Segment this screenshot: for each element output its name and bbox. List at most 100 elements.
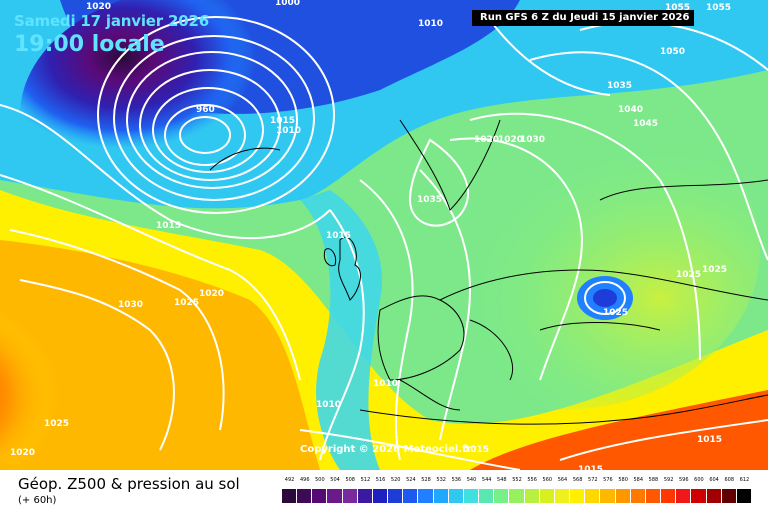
pressure-label: 1015 bbox=[270, 116, 295, 126]
scale-swatch bbox=[403, 489, 418, 503]
z500-cutoff-core bbox=[593, 289, 617, 307]
isobars bbox=[0, 16, 768, 470]
pressure-label: 1020 bbox=[86, 2, 111, 12]
scale-tick-label: 564 bbox=[557, 477, 568, 483]
scale-tick-label: 548 bbox=[497, 477, 507, 483]
scale-swatch bbox=[676, 489, 691, 503]
scale-swatch bbox=[585, 489, 600, 503]
scale-tick-label: 544 bbox=[481, 477, 492, 483]
scale-tick-label: 528 bbox=[421, 477, 431, 483]
scale-tick-label: 536 bbox=[451, 477, 462, 483]
scale-swatch bbox=[721, 489, 736, 503]
scale-tick-label: 572 bbox=[588, 477, 598, 483]
scale-tick-label: 588 bbox=[648, 477, 659, 483]
scale-tick-label: 492 bbox=[284, 477, 295, 483]
forecast-date: Samedi 17 janvier 2026 bbox=[14, 12, 209, 30]
pressure-label: 1030 bbox=[520, 135, 545, 145]
scale-swatch bbox=[357, 489, 372, 503]
scale-swatch bbox=[388, 489, 403, 503]
pressure-label: 1040 bbox=[618, 105, 643, 115]
scale-tick-label: 580 bbox=[618, 477, 628, 483]
scale-swatch bbox=[418, 489, 433, 503]
scale-tick-label: 608 bbox=[724, 477, 735, 483]
pressure-label: 1030 bbox=[118, 300, 143, 310]
scale-swatch bbox=[600, 489, 615, 503]
scale-tick-label: 504 bbox=[330, 477, 340, 483]
pressure-label: 1020 bbox=[498, 135, 523, 145]
pressure-label: 1035 bbox=[417, 195, 442, 205]
pressure-label: 1025 bbox=[603, 308, 628, 318]
scale-swatch bbox=[494, 489, 509, 503]
pressure-label: 1025 bbox=[174, 298, 199, 308]
scale-tick-label: 560 bbox=[542, 477, 553, 483]
scale-swatch bbox=[463, 489, 479, 503]
scale-swatch bbox=[448, 489, 463, 503]
scale-tick-label: 552 bbox=[512, 477, 522, 483]
coastlines bbox=[209, 119, 768, 425]
z500-azores-high bbox=[0, 180, 300, 470]
pressure-label: 1010 bbox=[316, 400, 341, 410]
scale-tick-label: 604 bbox=[709, 477, 719, 483]
pressure-label: 1020 bbox=[474, 135, 499, 145]
scale-swatch bbox=[630, 489, 645, 503]
scale-tick-label: 540 bbox=[466, 477, 477, 483]
scale-tick-label: 524 bbox=[406, 477, 416, 483]
color-scale-labels: 492 496 500 504 508 512 516 520 524 528 532 536 540 5… bbox=[282, 477, 752, 487]
pressure-label: 1055 bbox=[665, 3, 690, 13]
pressure-label: 1010 bbox=[373, 379, 398, 389]
scale-swatch bbox=[433, 489, 448, 503]
scale-swatch bbox=[645, 489, 661, 503]
weather-map: 1020 1000 1010 1055 1055 960 1010 1015 1… bbox=[0, 0, 768, 470]
pressure-label: 1050 bbox=[660, 47, 685, 57]
pressure-label: 1015 bbox=[697, 435, 722, 445]
scale-tick-label: 612 bbox=[739, 477, 750, 483]
scale-tick-label: 512 bbox=[360, 477, 371, 483]
pressure-label: 1015 bbox=[326, 231, 351, 241]
scale-swatch bbox=[342, 489, 357, 503]
scale-swatch bbox=[312, 489, 327, 503]
scale-swatch bbox=[509, 489, 524, 503]
scale-swatch bbox=[372, 489, 388, 503]
scale-swatch bbox=[661, 489, 676, 503]
scale-swatch bbox=[554, 489, 570, 503]
scale-swatch bbox=[706, 489, 721, 503]
pressure-label: 1015 bbox=[156, 221, 181, 231]
color-scale-swatches bbox=[282, 489, 752, 503]
pressure-label: 1020 bbox=[10, 448, 35, 458]
pressure-label: 1020 bbox=[199, 289, 224, 299]
pressure-labels: 1020 1000 1010 1055 1055 960 1010 1015 1… bbox=[10, 0, 731, 470]
pressure-label: 1015 bbox=[464, 445, 489, 455]
scale-swatch bbox=[282, 489, 297, 503]
pressure-label: 960 bbox=[196, 105, 215, 115]
scale-tick-label: 600 bbox=[694, 477, 704, 483]
scale-swatch bbox=[524, 489, 539, 503]
scale-swatch bbox=[539, 489, 554, 503]
pressure-label: 1025 bbox=[44, 419, 69, 429]
forecast-hour: 19:00 locale bbox=[14, 32, 165, 57]
pressure-label: 1010 bbox=[276, 126, 301, 136]
pressure-label: 1000 bbox=[275, 0, 300, 8]
scale-tick-label: 508 bbox=[345, 477, 355, 483]
pressure-label: 1035 bbox=[607, 81, 632, 91]
pressure-label: 1025 bbox=[676, 270, 701, 280]
scale-tick-label: 592 bbox=[663, 477, 674, 483]
pressure-label: 1010 bbox=[418, 19, 443, 29]
legend-title: Géop. Z500 & pression au sol bbox=[18, 475, 240, 493]
scale-tick-label: 568 bbox=[572, 477, 583, 483]
pressure-label: 1055 bbox=[706, 3, 731, 13]
scale-tick-label: 500 bbox=[315, 477, 325, 483]
scale-tick-label: 576 bbox=[603, 477, 613, 483]
scale-tick-label: 516 bbox=[375, 477, 386, 483]
scale-swatch bbox=[297, 489, 312, 503]
scale-tick-label: 496 bbox=[299, 477, 310, 483]
pressure-label: 1015 bbox=[578, 465, 603, 470]
scale-swatch bbox=[736, 489, 751, 503]
scale-tick-label: 584 bbox=[633, 477, 644, 483]
scale-swatch bbox=[691, 489, 706, 503]
scale-swatch bbox=[570, 489, 585, 503]
scale-swatch bbox=[327, 489, 342, 503]
pressure-label: 1025 bbox=[702, 265, 727, 275]
z500-east bbox=[360, 90, 760, 410]
scale-tick-label: 520 bbox=[390, 477, 401, 483]
scale-tick-label: 532 bbox=[436, 477, 446, 483]
